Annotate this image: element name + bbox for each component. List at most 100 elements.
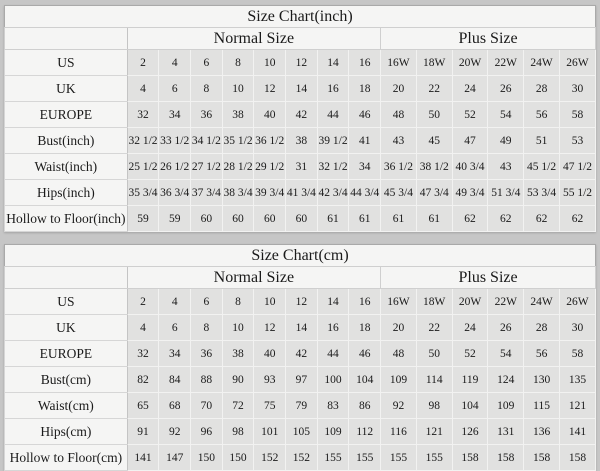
size-value-cell: 116 bbox=[380, 418, 417, 445]
size-value-cell: 51 bbox=[523, 127, 560, 154]
size-value-cell: 56 bbox=[523, 340, 560, 367]
size-value-cell: 16W bbox=[380, 288, 417, 315]
size-value-cell: 30 bbox=[558, 314, 597, 341]
size-value-cell: 98 bbox=[415, 392, 453, 419]
size-value-cell: 155 bbox=[316, 444, 350, 471]
size-value-cell: 26W bbox=[558, 288, 597, 315]
table-row: US 2 4 6 8 10 12 14 16 16W 18W 20W 22W 24W 26W bbox=[4, 288, 597, 315]
size-value-cell: 131 bbox=[487, 418, 525, 445]
size-value-cell: 158 bbox=[487, 444, 525, 471]
size-value-cell: 26 1/2 bbox=[158, 153, 192, 180]
size-value-cell: 24W bbox=[523, 49, 560, 76]
size-value-cell: 152 bbox=[285, 444, 318, 471]
size-value-cell: 31 bbox=[285, 153, 318, 180]
row-label: UK bbox=[4, 314, 128, 341]
table-row: Waist(inch) 25 1/2 26 1/2 27 1/2 28 1/2 29 1/… bbox=[4, 153, 597, 180]
size-value-cell: 14 bbox=[285, 75, 318, 102]
size-value-cell: 24 bbox=[451, 314, 489, 341]
size-value-cell: 6 bbox=[158, 75, 192, 102]
size-value-cell: 100 bbox=[316, 366, 350, 393]
size-value-cell: 72 bbox=[221, 392, 255, 419]
size-value-cell: 16 bbox=[348, 288, 382, 315]
size-value-cell: 52 bbox=[451, 340, 489, 367]
size-value-cell: 59 bbox=[126, 205, 160, 232]
size-value-cell: 84 bbox=[158, 366, 192, 393]
size-value-cell: 36 1/2 bbox=[253, 127, 287, 154]
size-value-cell: 45 bbox=[415, 127, 453, 154]
size-value-cell: 155 bbox=[348, 444, 382, 471]
size-value-cell: 38 bbox=[221, 340, 255, 367]
row-label: Hollow to Floor(cm) bbox=[4, 444, 128, 471]
size-value-cell: 61 bbox=[316, 205, 350, 232]
size-value-cell: 16W bbox=[380, 49, 417, 76]
row-label: Bust(inch) bbox=[4, 127, 128, 154]
size-value-cell: 52 bbox=[451, 101, 489, 128]
size-value-cell: 10 bbox=[253, 288, 287, 315]
row-label: Hollow to Floor(inch) bbox=[4, 205, 128, 232]
size-value-cell: 62 bbox=[558, 205, 597, 232]
size-value-cell: 130 bbox=[523, 366, 560, 393]
size-value-cell: 38 3/4 bbox=[221, 179, 255, 206]
table-row: Bust(cm) 82 84 88 90 93 97 100 104 109 114 119 124 13… bbox=[4, 366, 597, 393]
size-value-cell: 46 bbox=[348, 340, 382, 367]
size-value-cell: 12 bbox=[285, 288, 318, 315]
size-value-cell: 24W bbox=[523, 288, 560, 315]
size-value-cell: 4 bbox=[158, 288, 192, 315]
size-value-cell: 62 bbox=[523, 205, 560, 232]
row-label: Hips(cm) bbox=[4, 418, 128, 445]
size-value-cell: 61 bbox=[415, 205, 453, 232]
table-row: US 2 4 6 8 10 12 14 16 16W 18W 20W 22W 24W 26W bbox=[4, 49, 597, 76]
size-value-cell: 39 1/2 bbox=[316, 127, 350, 154]
table-row: Waist(cm) 65 68 70 72 75 79 83 86 92 98 104 109 115 12… bbox=[4, 392, 597, 419]
size-value-cell: 18 bbox=[348, 75, 382, 102]
size-value-cell: 35 1/2 bbox=[221, 127, 255, 154]
size-value-cell: 28 bbox=[523, 75, 560, 102]
size-value-cell: 119 bbox=[451, 366, 489, 393]
size-value-cell: 115 bbox=[523, 392, 560, 419]
size-value-cell: 6 bbox=[190, 288, 223, 315]
size-value-cell: 47 bbox=[451, 127, 489, 154]
size-value-cell: 158 bbox=[451, 444, 489, 471]
size-value-cell: 75 bbox=[253, 392, 287, 419]
table-row: EUROPE 32 34 36 38 40 42 44 46 48 50 52 54 56 58 bbox=[4, 340, 597, 367]
row-label: Waist(inch) bbox=[4, 153, 128, 180]
size-value-cell: 60 bbox=[253, 205, 287, 232]
size-value-cell: 49 3/4 bbox=[451, 179, 489, 206]
size-value-cell: 158 bbox=[523, 444, 560, 471]
size-value-cell: 141 bbox=[126, 444, 160, 471]
size-value-cell: 121 bbox=[558, 392, 597, 419]
size-value-cell: 4 bbox=[126, 75, 160, 102]
size-value-cell: 32 bbox=[126, 340, 160, 367]
size-value-cell: 41 bbox=[348, 127, 382, 154]
size-value-cell: 16 bbox=[348, 49, 382, 76]
table-title: Size Chart(inch) bbox=[4, 5, 596, 28]
size-value-cell: 38 bbox=[285, 127, 318, 154]
size-value-cell: 14 bbox=[316, 288, 350, 315]
size-value-cell: 46 bbox=[348, 101, 382, 128]
size-value-cell: 39 3/4 bbox=[253, 179, 287, 206]
size-value-cell: 59 bbox=[158, 205, 192, 232]
size-value-cell: 47 3/4 bbox=[415, 179, 453, 206]
size-value-cell: 126 bbox=[451, 418, 489, 445]
size-value-cell: 88 bbox=[190, 366, 223, 393]
row-label: EUROPE bbox=[4, 101, 128, 128]
table-row: UK 4 6 8 10 12 14 16 18 20 22 24 26 28 30 bbox=[4, 314, 597, 341]
size-value-cell: 32 1/2 bbox=[316, 153, 350, 180]
size-value-cell: 40 bbox=[253, 340, 287, 367]
size-value-cell: 38 1/2 bbox=[415, 153, 453, 180]
size-value-cell: 36 bbox=[190, 340, 223, 367]
size-value-cell: 83 bbox=[316, 392, 350, 419]
size-value-cell: 10 bbox=[221, 314, 255, 341]
size-chart-table-inch: Size Chart(inch) Normal Size Plus Size US 2 4… bbox=[4, 5, 597, 232]
size-value-cell: 4 bbox=[158, 49, 192, 76]
size-value-cell: 152 bbox=[253, 444, 287, 471]
size-value-cell: 62 bbox=[487, 205, 525, 232]
size-value-cell: 97 bbox=[285, 366, 318, 393]
size-value-cell: 114 bbox=[415, 366, 453, 393]
size-value-cell: 121 bbox=[415, 418, 453, 445]
size-value-cell: 34 bbox=[348, 153, 382, 180]
table-row: Hollow to Floor(cm) 141 147 150 150 152 152 155… bbox=[4, 444, 597, 471]
size-value-cell: 44 bbox=[316, 340, 350, 367]
size-value-cell: 8 bbox=[190, 314, 223, 341]
